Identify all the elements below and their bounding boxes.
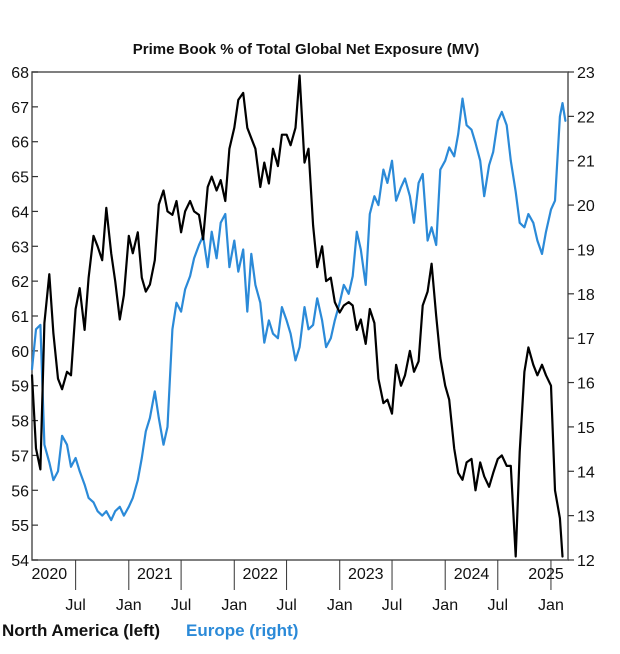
- right-y-tick-label: 20: [577, 198, 595, 215]
- legend-north-america: North America (left): [2, 621, 160, 640]
- x-year-label: 2022: [242, 566, 278, 583]
- right-y-tick-label: 19: [577, 242, 595, 259]
- x-year-label: 2021: [137, 566, 173, 583]
- left-y-tick-label: 57: [11, 448, 29, 465]
- series-layer: [30, 74, 567, 558]
- left-y-tick-label: 58: [11, 414, 29, 431]
- chart-title: Prime Book % of Total Global Net Exposur…: [133, 41, 479, 58]
- right-y-tick-label: 12: [577, 553, 595, 570]
- left-y-tick-label: 56: [11, 483, 29, 500]
- right-y-tick-label: 18: [577, 287, 595, 304]
- x-month-label: Jan: [327, 597, 353, 614]
- left-y-tick-label: 67: [11, 100, 29, 117]
- right-y-tick-label: 17: [577, 331, 595, 348]
- left-y-axis: 54 55 56 57 58 59 60 61 62 63 64 65 66 67 68: [11, 65, 38, 570]
- x-axis: Jul Jan Jul Jan Jul Jan Jul Jan Jul Jan 2020 2021 20…: [32, 560, 564, 614]
- right-y-tick-label: 14: [577, 464, 595, 481]
- x-month-label: Jan: [116, 597, 142, 614]
- left-y-tick-label: 65: [11, 170, 29, 187]
- x-month-label: Jan: [432, 597, 458, 614]
- left-y-tick-label: 54: [11, 553, 29, 570]
- right-y-tick-label: 23: [577, 65, 595, 82]
- left-y-tick-label: 55: [11, 518, 29, 535]
- x-year-label: 2024: [454, 566, 490, 583]
- right-y-tick-label: 15: [577, 420, 595, 437]
- left-y-tick-label: 66: [11, 135, 29, 152]
- series-line-europe: [30, 97, 567, 522]
- x-year-label: 2023: [348, 566, 384, 583]
- left-y-tick-label: 60: [11, 344, 29, 361]
- left-y-tick-label: 63: [11, 239, 29, 256]
- left-y-tick-label: 64: [11, 204, 29, 221]
- right-y-tick-label: 21: [577, 154, 595, 171]
- left-y-tick-label: 68: [11, 65, 29, 82]
- left-y-tick-label: 62: [11, 274, 29, 291]
- plot-frame: [31, 71, 569, 561]
- x-month-label: Jul: [171, 597, 191, 614]
- right-y-axis: 12 13 14 15 16 17 18 19 20 21 22 23: [568, 65, 595, 570]
- series-line-north-america: [30, 74, 564, 558]
- right-y-tick-label: 16: [577, 376, 595, 393]
- x-month-label: Jul: [488, 597, 508, 614]
- x-month-label: Jul: [65, 597, 85, 614]
- left-y-tick-label: 59: [11, 379, 29, 396]
- x-month-label: Jan: [221, 597, 247, 614]
- right-y-tick-label: 13: [577, 509, 595, 526]
- left-y-tick-label: 61: [11, 309, 29, 326]
- x-month-label: Jul: [276, 597, 296, 614]
- legend-europe: Europe (right): [186, 621, 298, 640]
- right-y-tick-label: 22: [577, 109, 595, 126]
- x-month-label: Jul: [382, 597, 402, 614]
- legend: North America (left) Europe (right): [2, 621, 298, 640]
- x-year-label: 2025: [528, 566, 564, 583]
- x-year-label: 2020: [32, 566, 68, 583]
- x-month-label: Jan: [538, 597, 564, 614]
